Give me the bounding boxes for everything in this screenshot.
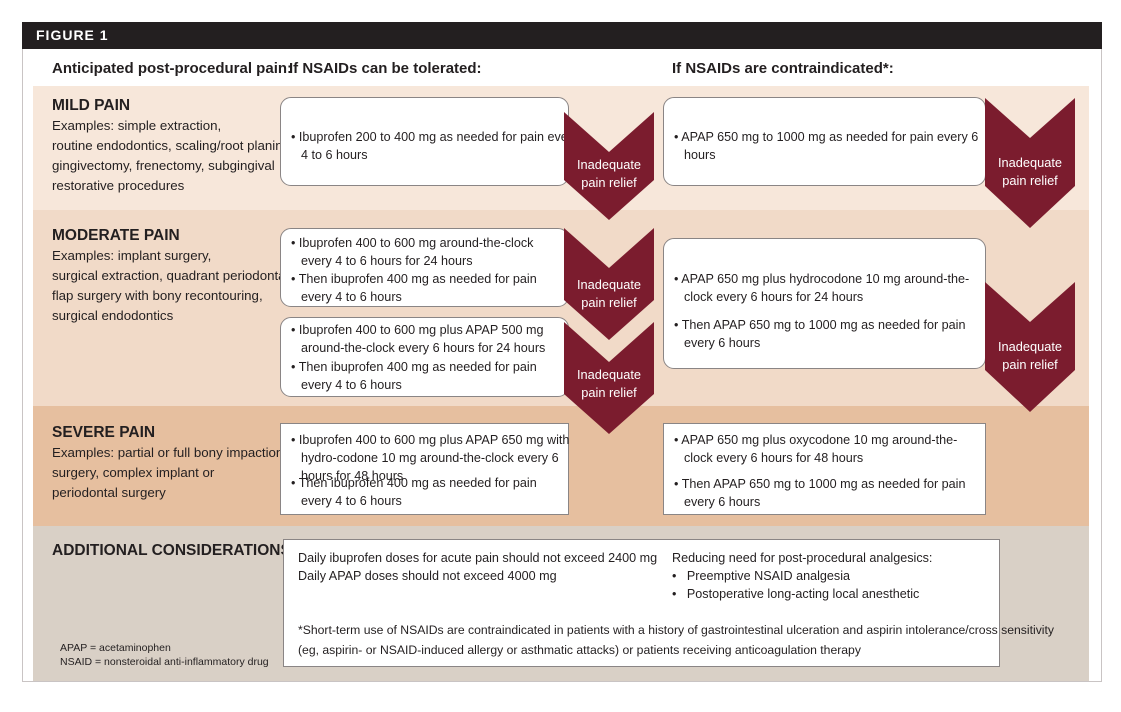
moderate-pain-title: MODERATE PAIN xyxy=(52,227,180,244)
mild-contraindicated-box: APAP 650 mg to 1000 mg as needed for pai… xyxy=(663,97,986,186)
chevron-moderate-b-shape xyxy=(564,322,654,434)
mild-example-line: gingivectomy, frenectomy, subgingival xyxy=(52,158,275,173)
moderate-contraindicated-box: APAP 650 mg plus hydrocodone 10 mg aroun… xyxy=(663,238,986,369)
severe-contraindicated-box: APAP 650 mg plus oxycodone 10 mg around-… xyxy=(663,423,986,515)
mild-tolerated-item: Ibuprofen 200 to 400 mg as needed for pa… xyxy=(291,128,581,164)
chevron-mild-contraindicated-shape xyxy=(985,98,1075,228)
header-nsaids-contraindicated: If NSAIDs are contraindicated*: xyxy=(672,60,894,77)
chevron-label-line2: pain relief xyxy=(581,295,637,310)
moderate-tolerated-b-item: Ibuprofen 400 to 600 mg plus APAP 500 mg… xyxy=(291,321,565,357)
mild-contraindicated-item: APAP 650 mg to 1000 mg as needed for pai… xyxy=(674,128,984,164)
chevron-label-line2: pain relief xyxy=(581,175,637,190)
chevron-label-line2: pain relief xyxy=(1002,173,1058,188)
moderate-pain-category: MODERATE PAIN Examples: implant surgery,… xyxy=(52,226,289,326)
additional-considerations-box xyxy=(283,539,1000,667)
chevron-moderate-contraindicated-shape xyxy=(985,282,1075,412)
moderate-tolerated-a-item: Then ibuprofen 400 mg as needed for pain… xyxy=(291,270,561,306)
chevron-label-line1: Inadequate xyxy=(576,367,642,382)
mild-example-line: restorative procedures xyxy=(52,178,185,193)
reducing-analgesics-item: • Postoperative long-acting local anesth… xyxy=(672,587,920,601)
additional-considerations-title: ADDITIONAL CONSIDERATIONS xyxy=(52,542,291,559)
severe-example-line: periodontal surgery xyxy=(52,485,166,500)
mild-tolerated-box: Ibuprofen 200 to 400 mg as needed for pa… xyxy=(280,97,578,186)
reducing-analgesics-title: Reducing need for post-procedural analge… xyxy=(672,551,933,565)
severe-tolerated-item: Then ibuprofen 400 mg as needed for pain… xyxy=(291,474,561,510)
chevron-label-line2: pain relief xyxy=(581,385,637,400)
reducing-analgesics-item: • Preemptive NSAID analgesia xyxy=(672,569,851,583)
chevron-label-line1: Inadequate xyxy=(576,157,642,172)
severe-pain-title: SEVERE PAIN xyxy=(52,424,156,441)
ibuprofen-dose-note: Daily ibuprofen doses for acute pain sho… xyxy=(298,551,658,565)
moderate-contraindicated-item: Then APAP 650 mg to 1000 mg as needed fo… xyxy=(674,316,984,352)
moderate-tolerated-a-item: Ibuprofen 400 to 600 mg around-the-clock… xyxy=(291,234,561,270)
moderate-example-line: Examples: implant surgery, xyxy=(52,248,212,263)
abbreviation-nsaid: NSAID = nonsteroidal anti-inflammatory d… xyxy=(60,656,269,668)
chevron-moderate-a-shape xyxy=(564,228,654,340)
moderate-example-line: surgical extraction, quadrant periodonta… xyxy=(52,268,289,283)
severe-example-line: Examples: partial or full bony impaction xyxy=(52,445,284,460)
moderate-example-line: flap surgery with bony recontouring, xyxy=(52,288,263,303)
moderate-contraindicated-item: APAP 650 mg plus hydrocodone 10 mg aroun… xyxy=(674,270,974,306)
abbreviation-apap: APAP = acetaminophen xyxy=(60,642,171,654)
apap-dose-note: Daily APAP doses should not exceed 4000 … xyxy=(298,569,557,583)
figure-label: FIGURE 1 xyxy=(22,22,1102,49)
chevron-mild-tolerated-icon: Inadequate pain relief xyxy=(564,112,654,220)
footnote-line: *Short-term use of NSAIDs are contraindi… xyxy=(298,623,1054,637)
chevron-moderate-b-icon: Inadequate pain relief xyxy=(564,322,654,434)
chevron-mild-tolerated-shape xyxy=(564,112,654,220)
mild-pain-title: MILD PAIN xyxy=(52,97,131,114)
severe-contraindicated-item: APAP 650 mg plus oxycodone 10 mg around-… xyxy=(674,431,974,467)
moderate-tolerated-box-b: Ibuprofen 400 to 600 mg plus APAP 500 mg… xyxy=(280,317,569,397)
header-nsaids-tolerated: If NSAIDs can be tolerated: xyxy=(289,60,482,77)
mild-example-line: routine endodontics, scaling/root planin… xyxy=(52,138,294,153)
mild-example-line: Examples: simple extraction, xyxy=(52,118,222,133)
chevron-label-line1: Inadequate xyxy=(997,339,1063,354)
moderate-example-line: surgical endodontics xyxy=(52,308,174,323)
chevron-moderate-contraindicated-icon: Inadequate pain relief xyxy=(985,282,1075,412)
header-anticipated-pain: Anticipated post-procedural pain: xyxy=(52,60,293,77)
chevron-label-line2: pain relief xyxy=(1002,357,1058,372)
severe-contraindicated-item: Then APAP 650 mg to 1000 mg as needed fo… xyxy=(674,475,984,511)
chevron-label-line1: Inadequate xyxy=(576,277,642,292)
moderate-tolerated-b-item: Then ibuprofen 400 mg as needed for pain… xyxy=(291,358,561,394)
footnote-line: (eg, aspirin- or NSAID-induced allergy o… xyxy=(298,643,861,657)
severe-tolerated-box: Ibuprofen 400 to 600 mg plus APAP 650 mg… xyxy=(280,423,569,515)
chevron-mild-contraindicated-icon: Inadequate pain relief xyxy=(985,98,1075,228)
severe-example-line: surgery, complex implant or xyxy=(52,465,215,480)
severe-pain-category: SEVERE PAIN Examples: partial or full bo… xyxy=(52,423,283,503)
moderate-tolerated-box-a: Ibuprofen 400 to 600 mg around-the-clock… xyxy=(280,228,569,307)
mild-pain-category: MILD PAIN Examples: simple extraction, r… xyxy=(52,96,294,196)
chevron-label-line1: Inadequate xyxy=(997,155,1063,170)
chevron-moderate-a-icon: Inadequate pain relief xyxy=(564,228,654,340)
